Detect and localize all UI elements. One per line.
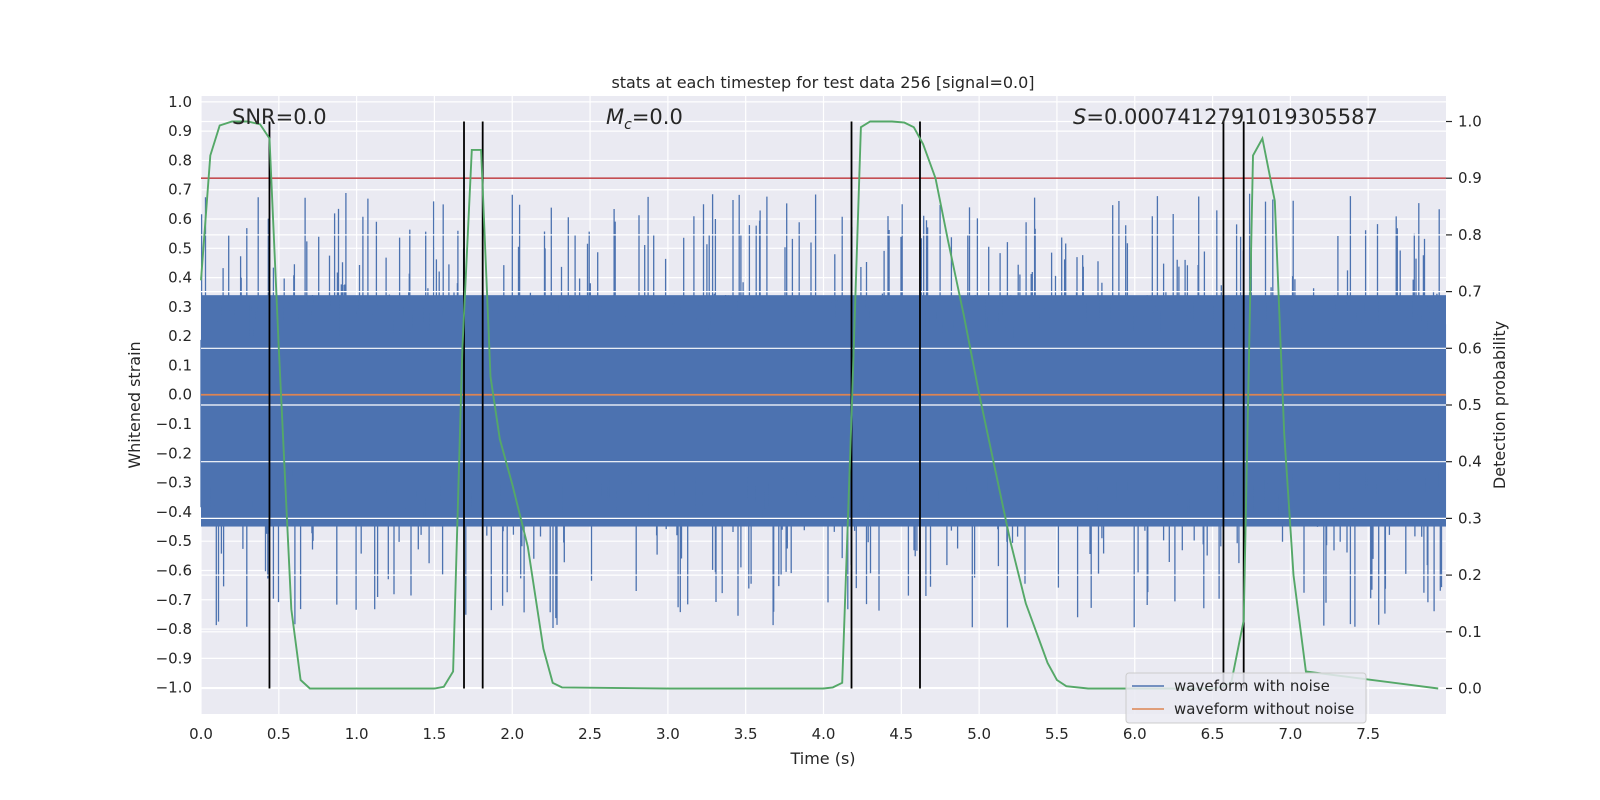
x-tick-label: 7.0 xyxy=(1278,725,1302,743)
annotation-chirp-mass-sub: c xyxy=(624,117,632,133)
y-right-tick-label: 0.9 xyxy=(1458,169,1482,187)
annotation-chirp-mass-symbol: M xyxy=(606,105,624,129)
legend: waveform with noise waveform without noi… xyxy=(1125,672,1367,724)
y-tick-label: −0.2 xyxy=(156,444,192,462)
x-tick-label: 2.5 xyxy=(578,725,602,743)
y-tick-label: 0.8 xyxy=(168,151,192,169)
annotation-s-number: =0.0007412791019305587 xyxy=(1086,105,1378,129)
y-tick-label: 0.0 xyxy=(168,386,192,404)
x-axis-label: Time (s) xyxy=(789,749,855,768)
x-tick-label: 3.5 xyxy=(734,725,758,743)
y-right-axis-label: Detection probability xyxy=(1490,321,1509,489)
y-right-tick-label: 0.2 xyxy=(1458,566,1482,584)
x-tick-label: 4.5 xyxy=(889,725,913,743)
y-right-tick-label: 0.5 xyxy=(1458,396,1482,414)
y-tick-label: 0.7 xyxy=(168,181,192,199)
x-tick-label: 1.0 xyxy=(345,725,369,743)
y-right-tick-label: 0.0 xyxy=(1458,679,1482,697)
x-tick-label: 3.0 xyxy=(656,725,680,743)
y-right-tick-label: 0.8 xyxy=(1458,226,1482,244)
x-tick-label: 2.0 xyxy=(500,725,524,743)
annotation-s-symbol: S xyxy=(1073,105,1086,129)
y-tick-label: −0.3 xyxy=(156,474,192,492)
y-tick-label: −0.4 xyxy=(156,503,192,521)
y-right-tick-label: 0.7 xyxy=(1458,283,1482,301)
y-tick-label: −0.7 xyxy=(156,591,192,609)
x-tick-label: 0.0 xyxy=(189,725,213,743)
x-tick-label: 0.5 xyxy=(267,725,291,743)
y-tick-label: −0.5 xyxy=(156,532,192,550)
y-tick-label: 0.2 xyxy=(168,327,192,345)
x-axis-ticks: 0.0 0.5 1.0 1.5 2.0 2.5 3.0 3.5 4.0 4.5 5.0 5.5 6.0 6… xyxy=(189,725,1380,743)
x-tick-label: 7.5 xyxy=(1356,725,1380,743)
annotation-chirp-mass: Mc=0.0 xyxy=(606,105,683,133)
y-tick-label: 0.3 xyxy=(168,298,192,316)
y-tick-label: 0.9 xyxy=(168,122,192,140)
y-tick-label: −0.8 xyxy=(156,620,192,638)
y-right-tick-label: 0.6 xyxy=(1458,339,1482,357)
legend-label-waveform-without-noise: waveform without noise xyxy=(1174,700,1354,718)
y-tick-label: 0.4 xyxy=(168,269,192,287)
y-tick-label: 0.6 xyxy=(168,210,192,228)
y-tick-label: 0.1 xyxy=(168,356,192,374)
y-right-tick-label: 0.4 xyxy=(1458,453,1482,471)
y-tick-label: 0.5 xyxy=(168,239,192,257)
x-tick-label: 6.0 xyxy=(1123,725,1147,743)
y-tick-label: −0.1 xyxy=(156,415,192,433)
x-tick-label: 5.5 xyxy=(1045,725,1069,743)
legend-box xyxy=(1125,672,1367,724)
annotation-s-value: S=0.0007412791019305587 xyxy=(1073,105,1378,129)
x-tick-label: 5.0 xyxy=(967,725,991,743)
chart-title: stats at each timestep for test data 256… xyxy=(611,73,1034,92)
y-right-tick-label: 0.3 xyxy=(1458,509,1482,527)
y-right-axis-ticks: 1.0 0.9 0.8 0.7 0.6 0.5 0.4 0.3 0.2 0.1 0.0 xyxy=(1446,113,1482,697)
y-tick-label: −0.6 xyxy=(156,561,192,579)
y-axis-ticks: 1.0 0.9 0.8 0.7 0.6 0.5 0.4 0.3 0.2 0.1 0.0 −0.1 −0.… xyxy=(156,93,192,697)
series-waveform-with-noise xyxy=(200,193,1447,628)
x-tick-label: 1.5 xyxy=(423,725,447,743)
y-right-tick-label: 1.0 xyxy=(1458,113,1482,131)
y-axis-label: Whitened strain xyxy=(125,341,144,468)
x-tick-label: 6.5 xyxy=(1201,725,1225,743)
y-tick-label: −0.9 xyxy=(156,649,192,667)
x-tick-label: 4.0 xyxy=(812,725,836,743)
annotation-chirp-mass-value: =0.0 xyxy=(632,105,683,129)
y-tick-label: 1.0 xyxy=(168,93,192,111)
legend-label-waveform-with-noise: waveform with noise xyxy=(1174,677,1330,695)
y-right-tick-label: 0.1 xyxy=(1458,623,1482,641)
y-tick-label: −1.0 xyxy=(156,679,192,697)
annotation-snr: SNR=0.0 xyxy=(232,105,327,129)
